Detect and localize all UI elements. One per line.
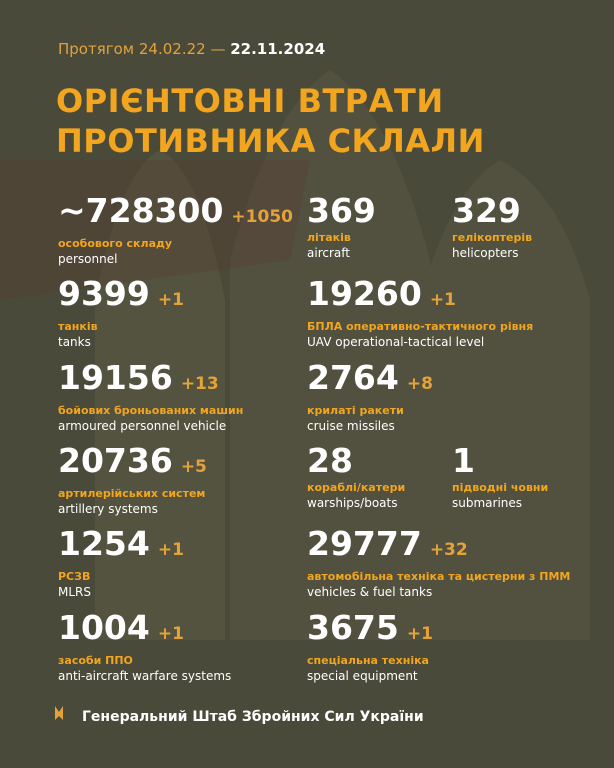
label-en: vehicles & fuel tanks [307, 585, 433, 599]
stat-delta: +32 [429, 540, 468, 560]
stat-row: 19260 +1 [307, 276, 533, 318]
stat-delta: +1050 [231, 207, 293, 227]
stat-item: ~728300 +1050 особового складу personnel [58, 193, 293, 267]
header: Протягом 24.02.22 — 22.11.2024 [58, 40, 325, 58]
label-uk: танків [58, 320, 98, 333]
stat-row: 329 [452, 193, 532, 229]
label-en: armoured personnel vehicle [58, 419, 227, 433]
stat-row: 19156 +13 [58, 360, 243, 402]
stat-item: 19156 +13 бойових броньованих машин armoure… [58, 360, 244, 434]
stat-value: 3675 [307, 608, 399, 647]
stat-value: 19156 [58, 358, 173, 397]
label-en: helicopters [452, 246, 519, 260]
stat-item: 3675 +1 спеціальна техніка special equipmen… [307, 610, 433, 684]
label-en: submarines [452, 496, 523, 510]
stat-row: 29777 +32 [307, 526, 570, 568]
label-uk: особового складу [58, 237, 173, 250]
stat-item: 9399 +1 танків tanks [58, 276, 184, 350]
stat-value: 20736 [58, 441, 173, 480]
stat-delta: +1 [406, 624, 433, 644]
stat-value: 369 [307, 191, 376, 230]
stat-value: 19260 [307, 274, 422, 313]
title-line: ОРІЄНТОВНІ ВТРАТИ [56, 82, 444, 120]
stat-item: 1004 +1 засоби ППО anti-aircraft warfare sy… [58, 610, 232, 684]
stat-delta: +5 [180, 457, 207, 477]
label-uk: гелікоптерів [452, 231, 533, 244]
label-en: cruise missiles [307, 419, 395, 433]
label-en: anti-aircraft warfare systems [58, 669, 232, 683]
label-uk: кораблі/катери [307, 481, 406, 494]
label-en: artillery systems [58, 502, 158, 516]
stat-value: 2764 [307, 358, 399, 397]
stat-item: 2764 +8 крилаті ракети cruise missiles [307, 360, 433, 434]
stat-delta: +1 [157, 540, 184, 560]
label-uk: бойових броньованих машин [58, 404, 244, 417]
label-uk: артилерійських систем [58, 487, 206, 500]
stat-value: 29777 [307, 524, 422, 563]
label-uk: БПЛА оперативно-тактичного рівня [307, 320, 534, 333]
label-uk: крилаті ракети [307, 404, 404, 417]
stat-row: 20736 +5 [58, 443, 207, 485]
stat-item: 20736 +5 артилерійських систем artillery sy… [58, 443, 207, 517]
label-uk: підводні човни [452, 481, 549, 494]
stat-delta: +8 [406, 374, 433, 394]
stat-item: 369 літаків aircraft [307, 193, 376, 261]
stat-delta: +1 [429, 290, 456, 310]
stat-item: 29777 +32 автомобільна техніка та цистерни… [307, 526, 571, 600]
stat-item: 1254 +1 РСЗВ MLRS [58, 526, 184, 600]
label-uk: літаків [307, 231, 351, 244]
stat-value: 1254 [58, 524, 150, 563]
stat-item: 28 кораблі/катери warships/boats [307, 443, 406, 511]
stat-row: 9399 +1 [58, 276, 184, 318]
label-en: warships/boats [307, 496, 398, 510]
label-en: MLRS [58, 585, 91, 599]
stat-value: 28 [307, 441, 353, 480]
label-uk: РСЗВ [58, 570, 91, 583]
stat-value: 329 [452, 191, 521, 230]
label-uk: спеціальна техніка [307, 654, 429, 667]
stat-delta: +1 [157, 624, 184, 644]
stat-item: 329 гелікоптерів helicopters [452, 193, 533, 261]
stat-row: 1 [452, 443, 548, 479]
stat-item: 19260 +1 БПЛА оперативно-тактичного рівня U… [307, 276, 534, 350]
stat-row: 2764 +8 [307, 360, 433, 402]
stat-value: ~728300 [58, 191, 224, 230]
stat-value: 1004 [58, 608, 150, 647]
label-uk: автомобільна техніка та цистерни з ПММ [307, 570, 571, 583]
stat-row: ~728300 +1050 [58, 193, 293, 235]
header-prefix: Протягом 24.02.22 — [58, 40, 226, 58]
stat-row: 1254 +1 [58, 526, 184, 568]
header-date: 22.11.2024 [230, 40, 326, 58]
stat-value: 9399 [58, 274, 150, 313]
stat-row: 369 [307, 193, 376, 229]
stat-item: 1 підводні човни submarines [452, 443, 549, 511]
label-en: UAV operational-tactical level [307, 335, 485, 349]
stat-row: 28 [307, 443, 405, 479]
label-en: personnel [58, 252, 118, 266]
stat-delta: +1 [157, 290, 184, 310]
label-en: special equipment [307, 669, 418, 683]
label-uk: засоби ППО [58, 654, 133, 667]
stat-row: 1004 +1 [58, 610, 231, 652]
title-line: ПРОТИВНИКА СКЛАЛИ [56, 122, 485, 160]
stat-delta: +13 [180, 374, 219, 394]
stat-row: 3675 +1 [307, 610, 433, 652]
label-en: aircraft [307, 246, 350, 260]
footer: Генеральний Штаб Збройних Сил України [82, 709, 424, 725]
label-en: tanks [58, 335, 91, 349]
stat-value: 1 [452, 441, 475, 480]
